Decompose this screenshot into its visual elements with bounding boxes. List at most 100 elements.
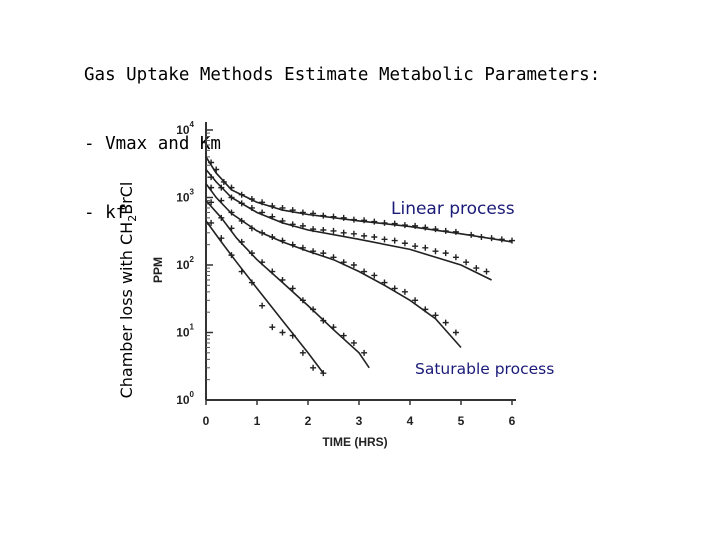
saturable-process-annotation: Saturable process <box>415 360 555 378</box>
data-point-marker <box>218 197 225 204</box>
data-point-marker <box>320 317 327 324</box>
data-point-marker <box>248 204 255 211</box>
data-point-marker <box>279 329 286 336</box>
data-point-marker <box>442 319 449 326</box>
data-point-marker <box>361 268 368 275</box>
data-point-marker <box>259 229 266 236</box>
data-point-marker <box>509 237 515 244</box>
data-point-marker <box>320 212 327 219</box>
x-tick-label: 2 <box>305 414 312 428</box>
data-point-marker <box>381 279 388 286</box>
data-point-marker <box>248 196 255 203</box>
data-point-marker <box>289 241 296 248</box>
data-point-marker <box>330 213 337 220</box>
y-tick-label: 104 <box>176 120 194 137</box>
data-point-marker <box>208 159 215 166</box>
data-point-marker <box>371 218 378 225</box>
data-point-marker <box>248 279 255 286</box>
data-point-marker <box>310 248 317 255</box>
data-point-marker <box>269 233 276 240</box>
y-tick-label: 100 <box>176 390 194 407</box>
data-point-marker <box>279 217 286 224</box>
data-point-marker <box>401 222 408 229</box>
data-point-marker <box>279 237 286 244</box>
data-point-marker <box>228 209 235 216</box>
data-point-marker <box>310 226 317 233</box>
y-tick-label: 101 <box>176 323 194 340</box>
data-point-marker <box>442 250 449 257</box>
data-point-marker <box>289 285 296 292</box>
x-tick-label: 3 <box>356 414 363 428</box>
data-point-marker <box>228 184 235 191</box>
data-point-marker <box>422 224 429 231</box>
data-point-marker <box>299 297 306 304</box>
y-tick-label: 103 <box>176 188 194 205</box>
data-point-marker <box>269 202 276 209</box>
data-point-marker <box>401 240 408 247</box>
data-point-marker <box>371 233 378 240</box>
data-point-marker <box>340 214 347 221</box>
data-point-marker <box>488 235 495 242</box>
chart-points <box>208 159 515 377</box>
data-point-marker <box>299 244 306 251</box>
data-point-marker <box>412 243 419 250</box>
data-point-marker <box>218 214 225 221</box>
x-tick-label: 5 <box>458 414 465 428</box>
data-point-marker <box>350 230 357 237</box>
data-point-marker <box>463 259 470 266</box>
data-point-marker <box>238 217 245 224</box>
data-point-marker <box>269 324 276 331</box>
data-point-marker <box>299 349 306 356</box>
data-point-marker <box>310 210 317 217</box>
data-point-marker <box>442 227 449 234</box>
title-line-1: Gas Uptake Methods Estimate Metabolic Pa… <box>84 65 601 85</box>
data-point-marker <box>238 238 245 245</box>
data-point-marker <box>452 254 459 261</box>
data-point-marker <box>220 178 227 185</box>
data-point-marker <box>478 233 485 240</box>
data-point-marker <box>248 250 255 257</box>
data-point-marker <box>238 191 245 198</box>
data-point-marker <box>340 229 347 236</box>
data-point-marker <box>412 297 419 304</box>
data-point-marker <box>310 364 317 371</box>
data-point-marker <box>350 262 357 268</box>
data-point-marker <box>320 250 327 257</box>
data-point-marker <box>401 288 408 295</box>
x-tick-label: 4 <box>407 414 414 428</box>
data-point-marker <box>218 235 225 242</box>
data-point-marker <box>310 306 317 313</box>
data-point-marker <box>422 306 429 313</box>
fit-curve-2 <box>205 168 492 281</box>
x-tick-label: 6 <box>509 414 516 428</box>
data-point-marker <box>228 194 235 201</box>
chart-axes: 0 1 2 3 4 5 6 104 103 102 101 100 <box>176 120 516 428</box>
data-point-marker <box>371 272 378 279</box>
y-tick-label: 102 <box>176 255 194 272</box>
linear-process-annotation: Linear process <box>391 199 515 219</box>
data-point-marker <box>248 225 255 232</box>
data-point-marker <box>391 220 398 227</box>
data-point-marker <box>269 213 276 220</box>
data-point-marker <box>228 252 235 259</box>
data-point-marker <box>259 199 266 206</box>
data-point-marker <box>269 268 276 275</box>
data-point-marker <box>361 349 368 356</box>
data-point-marker <box>381 219 388 226</box>
data-point-marker <box>452 228 459 235</box>
data-point-marker <box>432 248 439 255</box>
data-point-marker <box>412 222 419 229</box>
title-line-3: - kf <box>84 203 127 223</box>
slide-title: Gas Uptake Methods Estimate Metabolic Pa… <box>84 18 704 248</box>
data-point-marker <box>299 222 306 229</box>
data-point-marker <box>350 216 357 223</box>
data-point-marker <box>259 259 266 266</box>
data-point-marker <box>289 332 296 339</box>
data-point-marker <box>330 254 337 261</box>
data-point-marker <box>340 332 347 339</box>
data-point-marker <box>473 265 480 272</box>
data-point-marker <box>208 199 215 206</box>
data-point-marker <box>330 324 337 331</box>
data-point-marker <box>340 259 347 266</box>
